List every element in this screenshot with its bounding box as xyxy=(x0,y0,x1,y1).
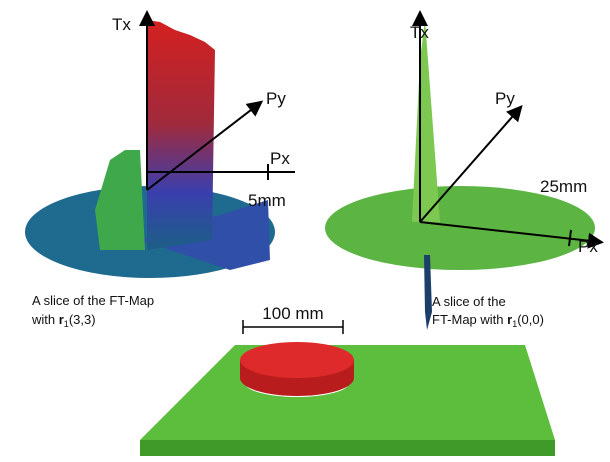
caption-text: with xyxy=(31,312,59,327)
axis-label: Py xyxy=(495,89,515,108)
axis-label: Px xyxy=(270,149,290,168)
axis-label: Tx xyxy=(410,23,429,42)
caption: FT-Map with r1(0,0) xyxy=(432,312,544,329)
caption-text: (3,3) xyxy=(69,312,96,327)
scale-label: 5mm xyxy=(248,191,286,210)
surface-green xyxy=(95,150,145,250)
axis-label: Tx xyxy=(112,15,131,34)
caption: A slice of the FT-Map xyxy=(32,293,154,308)
scale-label: 25mm xyxy=(540,177,587,196)
plate-front xyxy=(140,440,555,456)
figure: Tx Py Px 5mm A slice of the FT-Map with … xyxy=(0,0,610,462)
disk-top xyxy=(240,342,354,378)
axis-label: Py xyxy=(266,89,286,108)
right-panel: Tx Py Px 25mm A slice of the FT-Map with… xyxy=(325,14,600,330)
caption-text: FT-Map with xyxy=(432,312,507,327)
dimension-label: 100 mm xyxy=(262,304,323,323)
caption: A slice of the xyxy=(432,294,506,309)
caption-text: (0,0) xyxy=(517,312,544,327)
axis-label: Px xyxy=(578,237,598,256)
surface-base xyxy=(325,186,595,270)
caption: with r1(3,3) xyxy=(31,312,96,329)
surface-peak xyxy=(147,20,215,250)
left-panel: Tx Py Px 5mm A slice of the FT-Map with … xyxy=(25,14,295,329)
surface-peak xyxy=(412,20,440,222)
